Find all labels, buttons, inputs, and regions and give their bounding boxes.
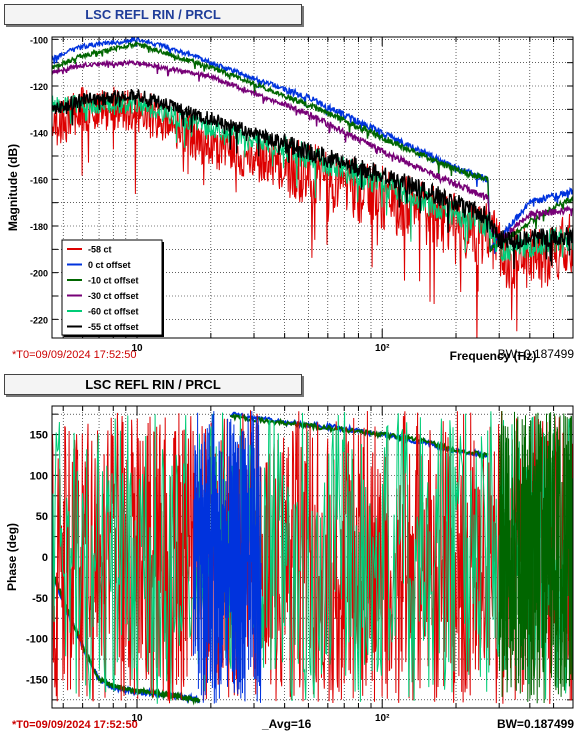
y-tick-label: -180: [30, 222, 48, 232]
magnitude-chart-title: LSC REFL RIN / PRCL: [4, 4, 302, 25]
timestamp: *T0=09/09/2024 17:52:50: [12, 719, 138, 731]
y-tick-label: -160: [30, 175, 48, 185]
series--58 ct: [52, 86, 573, 338]
y-tick-label: 150: [30, 430, 48, 442]
phase-noise-4: [193, 411, 262, 704]
y-tick-label: 0: [42, 552, 48, 564]
y-tick-label: -50: [32, 593, 48, 605]
y-tick-label: -220: [30, 315, 48, 325]
x-tick-label: 10: [131, 343, 143, 354]
x-tick-label: 10: [131, 713, 143, 724]
x-tick-label: 10²: [375, 343, 390, 354]
phase-chart-title: LSC REFL RIN / PRCL: [4, 374, 302, 395]
y-tick-label: -120: [30, 82, 48, 92]
series--10 ct offset: [52, 39, 573, 253]
y-tick-label: -200: [30, 269, 48, 279]
y-tick-label: -150: [26, 674, 48, 686]
x-tick-label: 10²: [375, 713, 390, 724]
x-axis-label: Frequency (Hz): [450, 349, 537, 363]
phase-noise-5: [498, 410, 573, 704]
bandwidth: BW=0.187499: [498, 347, 575, 361]
y-tick-label: -100: [26, 634, 48, 646]
y-tick-label: 100: [30, 470, 48, 482]
average-count: _Avg=16: [261, 717, 312, 731]
legend-label: -30 ct offset: [88, 291, 139, 301]
series--30 ct offset: [52, 58, 573, 242]
phase-panel: LSC REFL RIN / PRCL 150 100 50 0 -50 -100 -150…: [0, 371, 586, 742]
y-axis-label: Phase (deg): [5, 523, 19, 591]
phase-noise-3: [52, 411, 573, 704]
legend-label: -58 ct: [88, 245, 112, 255]
y-tick-label: 50: [36, 511, 48, 523]
y-tick-label: -100: [30, 35, 48, 45]
legend-label: -60 ct offset: [88, 307, 139, 317]
series--55 ct offset: [52, 88, 573, 270]
legend-label: 0 ct offset: [88, 260, 131, 270]
bandwidth: BW=0.187499: [497, 717, 574, 731]
legend-label: -55 ct offset: [88, 322, 139, 332]
series-group: [52, 37, 573, 338]
legend-box: [61, 239, 163, 336]
magnitude-plot[interactable]: -100 -120 -140 -160 -180 -200 -220 10 10² Magnitu…: [0, 0, 586, 370]
magnitude-panel: LSC REFL RIN / PRCL -100 -120 -140 -160 -180…: [0, 0, 586, 370]
phase-plot[interactable]: 150 100 50 0 -50 -100 -150 10 10² Phase (deg) *T0=…: [0, 371, 586, 742]
legend-label: -10 ct offset: [88, 276, 139, 286]
timestamp: *T0=09/09/2024 17:52:50: [12, 349, 136, 361]
y-axis-label: Magnitude (dB): [6, 144, 20, 231]
legend: -58 ct 0 ct offset -10 ct offset -30 ct off…: [61, 239, 164, 337]
plot-frame: [51, 405, 574, 709]
series-group: [52, 410, 573, 706]
y-tick-label: -140: [30, 129, 48, 139]
plot-frame: [51, 36, 574, 339]
